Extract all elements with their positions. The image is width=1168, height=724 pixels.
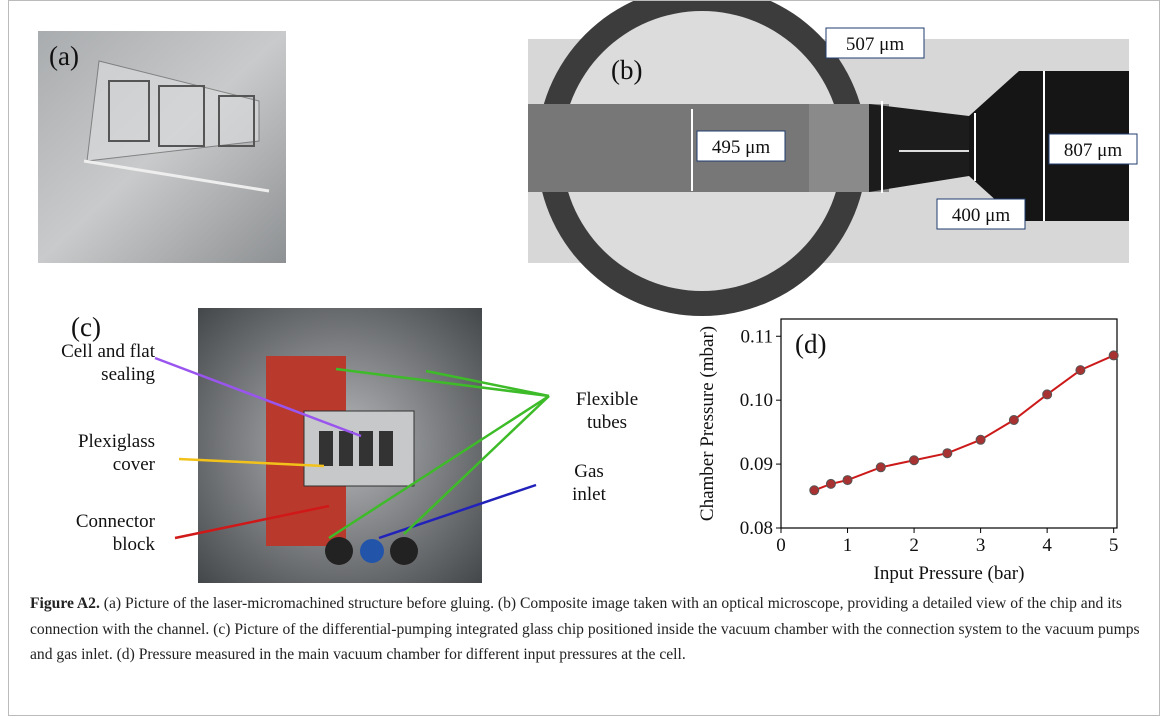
x-tick-label: 4 (1042, 535, 1052, 556)
y-tick-label: 0.08 (740, 518, 773, 539)
callout-label: block (113, 534, 156, 555)
plot-frame (781, 319, 1117, 528)
data-point (826, 479, 835, 488)
callout-label: inlet (572, 484, 606, 505)
data-point (876, 463, 885, 472)
x-tick-label: 0 (776, 535, 786, 556)
data-point (1109, 351, 1118, 360)
data-point (810, 486, 819, 495)
figure-panels: (a) (b) (c) 507 μm 495 μm 400 μm 807 μm Cell an… (9, 1, 1159, 591)
data-point (943, 449, 952, 458)
panel-label: (a) (49, 41, 79, 71)
data-point (1043, 390, 1052, 399)
data-point (976, 435, 985, 444)
panel-label: (b) (611, 55, 642, 85)
data-point (843, 476, 852, 485)
y-tick-label: 0.11 (740, 326, 773, 347)
scale-annotation: 400 μm (952, 205, 1010, 226)
callout-label: sealing (101, 364, 155, 385)
scale-annotation: 495 μm (712, 137, 770, 158)
callout-label: Plexiglass (78, 431, 155, 452)
callout-label: Gas (574, 461, 604, 482)
callout-label: Cell and flat (61, 341, 156, 362)
chart-annotation: (d) (795, 329, 826, 359)
caption: Figure A2. (a) Picture of the laser-micr… (30, 591, 1145, 668)
x-tick-label: 1 (843, 535, 853, 556)
y-tick-label: 0.10 (740, 390, 773, 411)
caption-label: Figure A2. (30, 595, 100, 612)
x-axis-label: Input Pressure (bar) (874, 563, 1025, 584)
photo-b (528, 1, 1137, 316)
y-tick-label: 0.09 (740, 454, 773, 475)
x-tick-label: 5 (1109, 535, 1119, 556)
photo-c (155, 308, 549, 583)
x-tick-label: 2 (909, 535, 919, 556)
callout-label: tubes (587, 412, 627, 433)
data-point (910, 456, 919, 465)
figure: (a) (b) (c) 507 μm 495 μm 400 μm 807 μm Cell an… (8, 0, 1160, 716)
y-axis-label: Chamber Pressure (mbar) (697, 326, 718, 521)
data-point (1076, 366, 1085, 375)
scale-annotation: 507 μm (846, 34, 904, 55)
callout-label: Flexible (576, 389, 638, 410)
callout-label: cover (113, 454, 156, 475)
caption-text: (a) Picture of the laser-micromachined s… (30, 595, 1140, 663)
scale-annotation: 807 μm (1064, 140, 1122, 161)
callout-label: Connector (76, 511, 156, 532)
data-point (1009, 415, 1018, 424)
series-line (814, 355, 1113, 490)
x-tick-label: 3 (976, 535, 986, 556)
panel-label: (c) (71, 312, 101, 342)
